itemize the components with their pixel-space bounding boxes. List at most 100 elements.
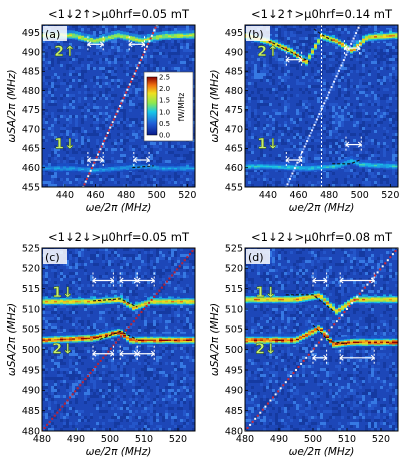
gap-markers xyxy=(87,36,150,168)
gap-marker-4 xyxy=(92,345,115,362)
panel-label-box xyxy=(246,249,270,264)
panel-label-box xyxy=(246,26,270,41)
dashed-fit-1 xyxy=(285,294,334,312)
gap-marker-1 xyxy=(87,36,105,53)
gap-markers xyxy=(92,272,156,362)
y-tick-label: 480 xyxy=(225,86,243,97)
gap-marker-1 xyxy=(312,272,328,289)
band-upper xyxy=(245,290,398,317)
colorbar-tick-label: 0.0 xyxy=(159,132,170,140)
y-tick-label: 470 xyxy=(225,124,243,135)
mode-label: 2↓ xyxy=(255,342,276,358)
panel-label: (a) xyxy=(45,28,60,41)
y-tick-label: 460 xyxy=(225,163,243,174)
band-lower xyxy=(245,322,398,350)
gap-markers xyxy=(285,40,363,168)
tick-labels: 480 490 500 510 520 480 485 490 495 500 505 510 515 5… xyxy=(22,243,187,445)
y-tick-label: 495 xyxy=(22,28,40,39)
y-tick-label: 465 xyxy=(22,144,40,155)
y-tick-label: 525 xyxy=(225,243,243,254)
panel-c: 480 490 500 510 520 480 485 490 495 500 505 510 515 5… xyxy=(6,230,196,458)
y-tick-label: 505 xyxy=(225,325,243,336)
colorbar-tick-label: 1.0 xyxy=(159,108,170,116)
x-tick-label: 490 xyxy=(67,434,85,445)
tick-labels: 440 460 480 500 520 455 460 465 470 475 480 485 490 4… xyxy=(225,28,400,201)
x-axis-label: ωe/2π (MHz) xyxy=(86,202,152,214)
gap-marker-2 xyxy=(128,36,146,53)
gap-marker-4 xyxy=(345,136,363,153)
plot-frame xyxy=(41,247,196,432)
dashed-fit-2 xyxy=(313,28,333,41)
x-tick-label: 440 xyxy=(259,190,277,201)
gap-marker-3 xyxy=(312,349,328,366)
diagonal-line xyxy=(82,25,158,187)
x-tick-label: 480 xyxy=(33,434,51,445)
y-tick-label: 520 xyxy=(22,264,40,275)
y-tick-label: 465 xyxy=(225,144,243,155)
x-tick-label: 520 xyxy=(169,434,187,445)
y-tick-label: 485 xyxy=(22,406,40,417)
x-tick-label: 500 xyxy=(101,434,119,445)
y-tick-label: 480 xyxy=(225,426,243,437)
y-tick-label: 495 xyxy=(225,28,243,39)
x-axis-label: ωe/2π (MHz) xyxy=(289,446,355,458)
x-tick-label: 500 xyxy=(304,434,322,445)
mode-label: 1↓ xyxy=(255,285,276,301)
mode-label: 1↓ xyxy=(52,285,73,301)
panel-title: <1↓2↑>μ0hrf=0.05 mT xyxy=(48,7,190,21)
x-tick-label: 480 xyxy=(236,434,254,445)
band-lower xyxy=(42,161,195,174)
y-tick-label: 480 xyxy=(22,86,40,97)
colorbar-tick-label: 2.5 xyxy=(159,74,170,82)
x-tick-label: 500 xyxy=(148,190,166,201)
dashed-fit-1 xyxy=(132,165,154,169)
diagonal-line xyxy=(285,25,361,187)
gap-marker-4 xyxy=(339,349,376,366)
gap-marker-3 xyxy=(136,272,156,289)
panel-d: 480 490 500 510 520 480 485 490 495 500 505 510 515 5… xyxy=(209,230,399,458)
y-axis-label: ωSA/2π (MHz) xyxy=(6,69,18,142)
panel-label: (c) xyxy=(45,251,60,264)
y-tick-label: 485 xyxy=(22,67,40,78)
panel-label-box xyxy=(43,26,67,41)
y-axis-label: ωSA/2π (MHz) xyxy=(209,303,221,376)
colorbar-tick-label: 0.5 xyxy=(159,120,170,128)
y-tick-label: 485 xyxy=(225,67,243,78)
band-upper xyxy=(42,293,195,313)
y-tick-label: 475 xyxy=(225,105,243,116)
colorbar-tick-label: 2.0 xyxy=(159,85,170,93)
y-tick-label: 505 xyxy=(22,325,40,336)
x-tick-label: 460 xyxy=(289,190,307,201)
mode-label: 2↓ xyxy=(52,342,73,358)
colorbar-label: fW/MHz xyxy=(177,93,186,122)
gap-marker-3 xyxy=(285,152,303,168)
gap-marker-4 xyxy=(132,152,150,168)
x-tick-label: 510 xyxy=(338,434,356,445)
x-tick-label: 480 xyxy=(117,190,135,201)
y-tick-label: 525 xyxy=(22,243,40,254)
x-tick-label: 520 xyxy=(372,434,390,445)
y-tick-label: 475 xyxy=(22,105,40,116)
dashed-fit-3 xyxy=(332,159,360,165)
x-tick-label: 510 xyxy=(135,434,153,445)
y-tick-label: 495 xyxy=(225,365,243,376)
y-tick-label: 470 xyxy=(22,124,40,135)
panel-title: <1↓2↓>μ0hrf=0.05 mT xyxy=(48,230,190,244)
y-tick-label: 515 xyxy=(22,284,40,295)
colorbar: 0.0 0.5 1.0 1.5 2.0 2.5 fW/MHz xyxy=(143,71,194,142)
dashed-fit-2 xyxy=(312,324,348,345)
gap-markers xyxy=(312,272,376,366)
heatmap-image xyxy=(245,25,398,187)
y-tick-label: 490 xyxy=(22,47,40,58)
x-tick-label: 480 xyxy=(320,190,338,201)
panel-label: (b) xyxy=(248,28,264,41)
y-tick-label: 510 xyxy=(225,304,243,315)
x-tick-label: 460 xyxy=(86,190,104,201)
x-tick-label: 490 xyxy=(270,434,288,445)
panel-title: <1↓2↑>μ0hrf=0.14 mT xyxy=(251,7,393,21)
diagonal-line xyxy=(42,248,195,431)
panel-label-box xyxy=(43,249,67,264)
gap-marker-3 xyxy=(87,152,105,168)
gap-marker-6 xyxy=(136,345,156,362)
heatmap-image xyxy=(42,248,195,431)
